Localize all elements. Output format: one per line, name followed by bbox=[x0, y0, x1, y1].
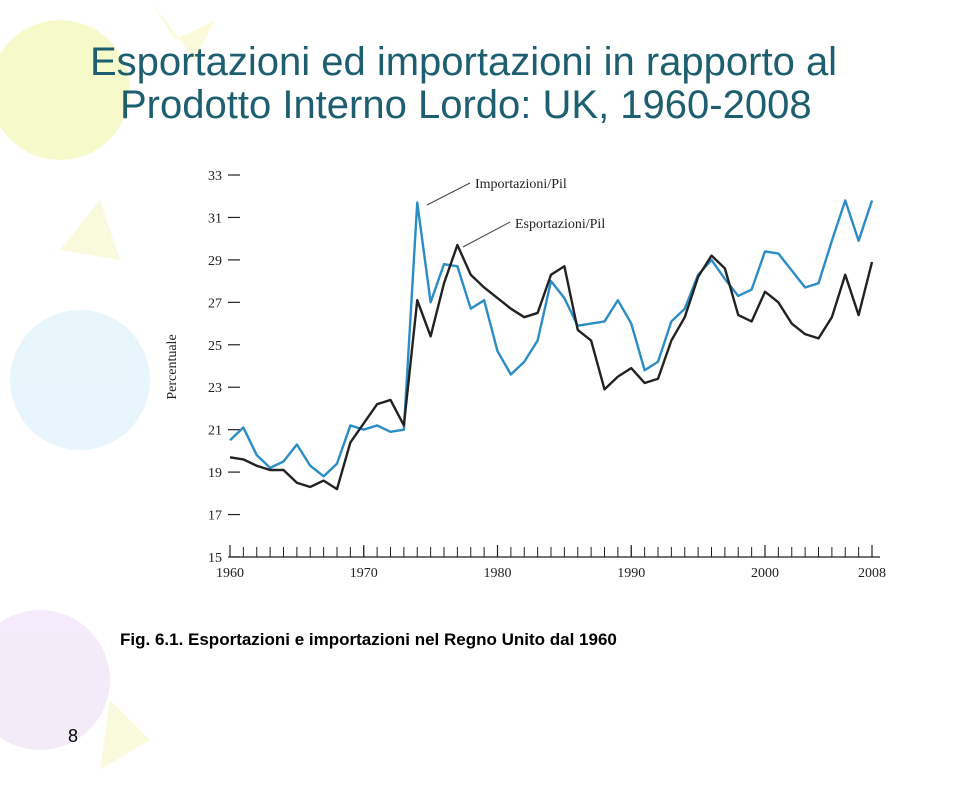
annotation-leader bbox=[426, 182, 471, 206]
y-tick-label: 15 bbox=[208, 551, 222, 566]
title-line: Esportazioni ed importazioni in rapporto… bbox=[90, 40, 837, 84]
y-tick-label: 17 bbox=[208, 509, 222, 524]
y-tick-label: 25 bbox=[208, 339, 222, 354]
series-label: Importazioni/Pil bbox=[475, 177, 567, 192]
y-tick-label: 29 bbox=[208, 254, 222, 269]
page-number: 8 bbox=[68, 726, 78, 746]
y-tick-label: 23 bbox=[208, 381, 222, 396]
x-tick-label: 1970 bbox=[350, 566, 378, 581]
x-tick-label: 1980 bbox=[484, 566, 512, 581]
y-tick-label: 21 bbox=[208, 424, 222, 439]
y-tick-label: 27 bbox=[208, 296, 222, 311]
annotation-leader bbox=[462, 221, 511, 248]
caption: Fig. 6.1. Esportazioni e importazioni ne… bbox=[120, 630, 617, 649]
y-tick-label: 33 bbox=[208, 169, 222, 184]
title-line: Prodotto Interno Lordo: UK, 1960-2008 bbox=[120, 83, 812, 127]
series-line bbox=[229, 199, 874, 478]
series-label: Esportazioni/Pil bbox=[515, 217, 605, 232]
series-line bbox=[229, 243, 874, 491]
x-tick-label: 2000 bbox=[751, 566, 779, 581]
x-tick-label: 1960 bbox=[216, 566, 244, 581]
x-tick-label: 1990 bbox=[617, 566, 645, 581]
y-tick-label: 19 bbox=[208, 466, 222, 481]
y-tick-label: 31 bbox=[208, 211, 222, 226]
background-decoration bbox=[0, 0, 215, 770]
x-tick-label: 2008 bbox=[858, 566, 886, 581]
y-axis-label: Percentuale bbox=[165, 334, 180, 399]
